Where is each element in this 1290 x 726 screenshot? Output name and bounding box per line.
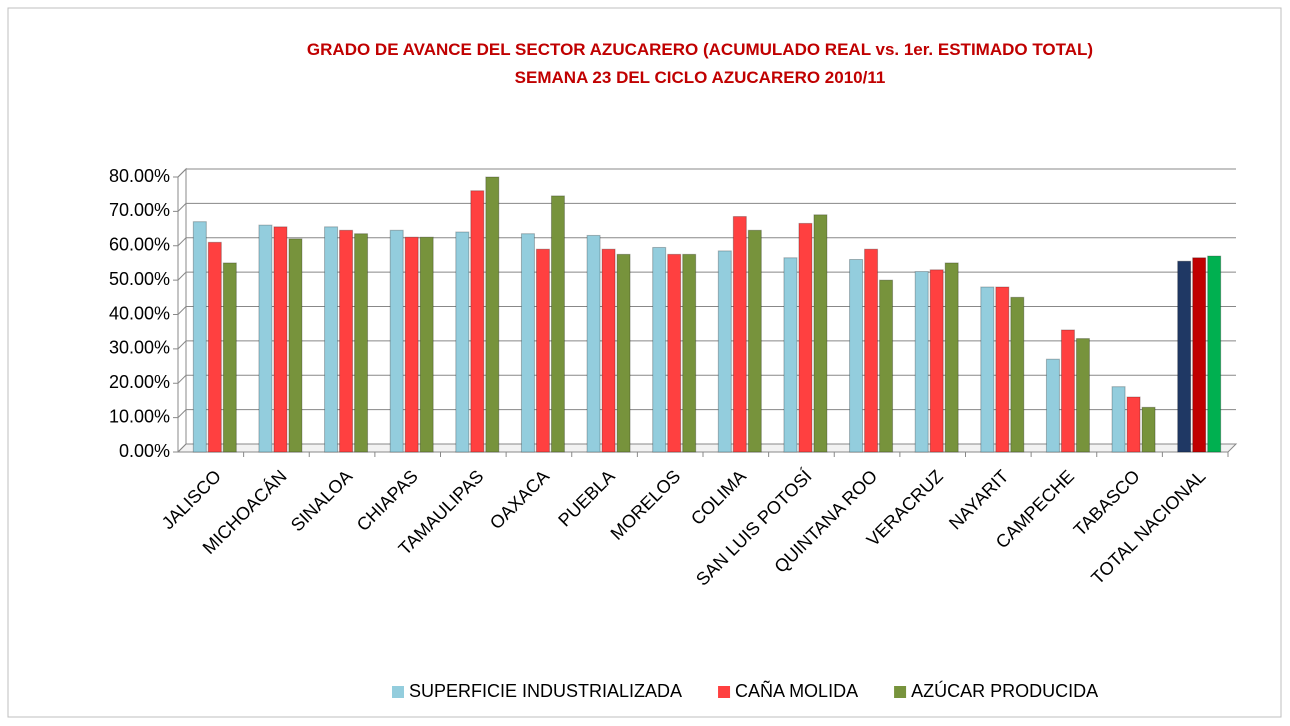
bar	[586, 234, 601, 453]
bar	[1075, 338, 1090, 453]
grid-line	[177, 271, 1236, 281]
bar	[288, 238, 303, 453]
bar	[1207, 255, 1222, 453]
legend-item: AZÚCAR PRODUCIDA	[894, 680, 1098, 701]
bar	[849, 259, 864, 453]
bar	[324, 226, 339, 453]
legend-label: CAÑA MOLIDA	[735, 680, 858, 701]
x-tick-label: CHIAPAS	[353, 466, 422, 535]
legend-swatch	[894, 686, 907, 698]
bar	[798, 222, 813, 453]
grid-line	[177, 237, 1236, 247]
x-tick-label: NAYARIT	[945, 466, 1012, 533]
bar	[1177, 260, 1192, 453]
grid-line	[177, 168, 1236, 178]
bar	[601, 248, 616, 453]
y-tick-label: 80.00%	[109, 166, 170, 186]
y-tick-label: 20.00%	[109, 372, 170, 392]
bar	[419, 236, 434, 453]
y-tick-label: 0.00%	[119, 441, 170, 461]
x-tick-label: SINALOA	[287, 466, 356, 535]
x-tick-label: PUEBLA	[554, 466, 618, 530]
bar	[879, 279, 894, 453]
bar	[1141, 406, 1156, 453]
legend-swatch	[718, 686, 731, 698]
y-tick-label: 50.00%	[109, 269, 170, 289]
bar	[339, 229, 354, 453]
legend-label: AZÚCAR PRODUCIDA	[911, 680, 1098, 701]
y-tick-label: 70.00%	[109, 200, 170, 220]
bar	[1126, 396, 1141, 453]
bar	[273, 226, 288, 453]
bar	[652, 246, 667, 453]
bar	[717, 250, 732, 453]
x-tick-label: COLIMA	[687, 466, 750, 529]
y-tick-label: 10.00%	[109, 406, 170, 426]
y-tick-label: 60.00%	[109, 235, 170, 255]
bar	[783, 257, 798, 453]
bar	[929, 269, 944, 453]
bar	[682, 253, 697, 453]
y-tick-label: 40.00%	[109, 303, 170, 323]
y-tick-label: 30.00%	[109, 338, 170, 358]
bar	[455, 231, 470, 453]
bar	[389, 229, 404, 453]
bar	[258, 224, 273, 453]
chart-border	[7, 7, 1282, 718]
chart-subtitle: SEMANA 23 DEL CICLO AZUCARERO 2010/11	[514, 68, 886, 87]
bar	[520, 233, 535, 453]
x-tick-label: JALISCO	[158, 466, 225, 533]
bar	[192, 221, 207, 453]
legend-label: SUPERFICIE INDUSTRIALIZADA	[409, 681, 682, 701]
bar	[864, 248, 879, 453]
bar	[1192, 257, 1207, 453]
bar	[535, 248, 550, 453]
x-tick-label: OAXACA	[486, 466, 553, 533]
bar	[470, 190, 485, 453]
bar	[354, 233, 369, 453]
legend-swatch	[392, 686, 404, 698]
legend-item: CAÑA MOLIDA	[718, 680, 858, 701]
bar	[550, 195, 565, 453]
chart-title-block: GRADO DE AVANCE DEL SECTOR AZUCARERO (AC…	[290, 36, 1110, 92]
x-tick-label: TOTAL NACIONAL	[1087, 466, 1209, 588]
bar	[616, 253, 631, 453]
bar	[667, 253, 682, 453]
bar	[1045, 358, 1060, 453]
bar	[485, 176, 500, 453]
legend-item: SUPERFICIE INDUSTRIALIZADA	[392, 681, 682, 701]
chart-title: GRADO DE AVANCE DEL SECTOR AZUCARERO (AC…	[306, 40, 1094, 59]
bar	[1060, 329, 1075, 453]
bar	[222, 262, 237, 453]
x-tick-label: MORELOS	[607, 466, 685, 544]
bar	[914, 271, 929, 453]
x-tick-label: SAN LUIS POTOSÍ	[692, 466, 816, 590]
bar	[944, 262, 959, 453]
bar	[813, 214, 828, 453]
bar	[1111, 386, 1126, 453]
bar	[732, 216, 747, 453]
bar	[404, 236, 419, 453]
bar	[207, 241, 222, 453]
bar	[1010, 296, 1025, 453]
bar	[980, 286, 995, 453]
bar	[995, 286, 1010, 453]
bar	[747, 229, 762, 453]
grid-line	[177, 202, 1236, 212]
